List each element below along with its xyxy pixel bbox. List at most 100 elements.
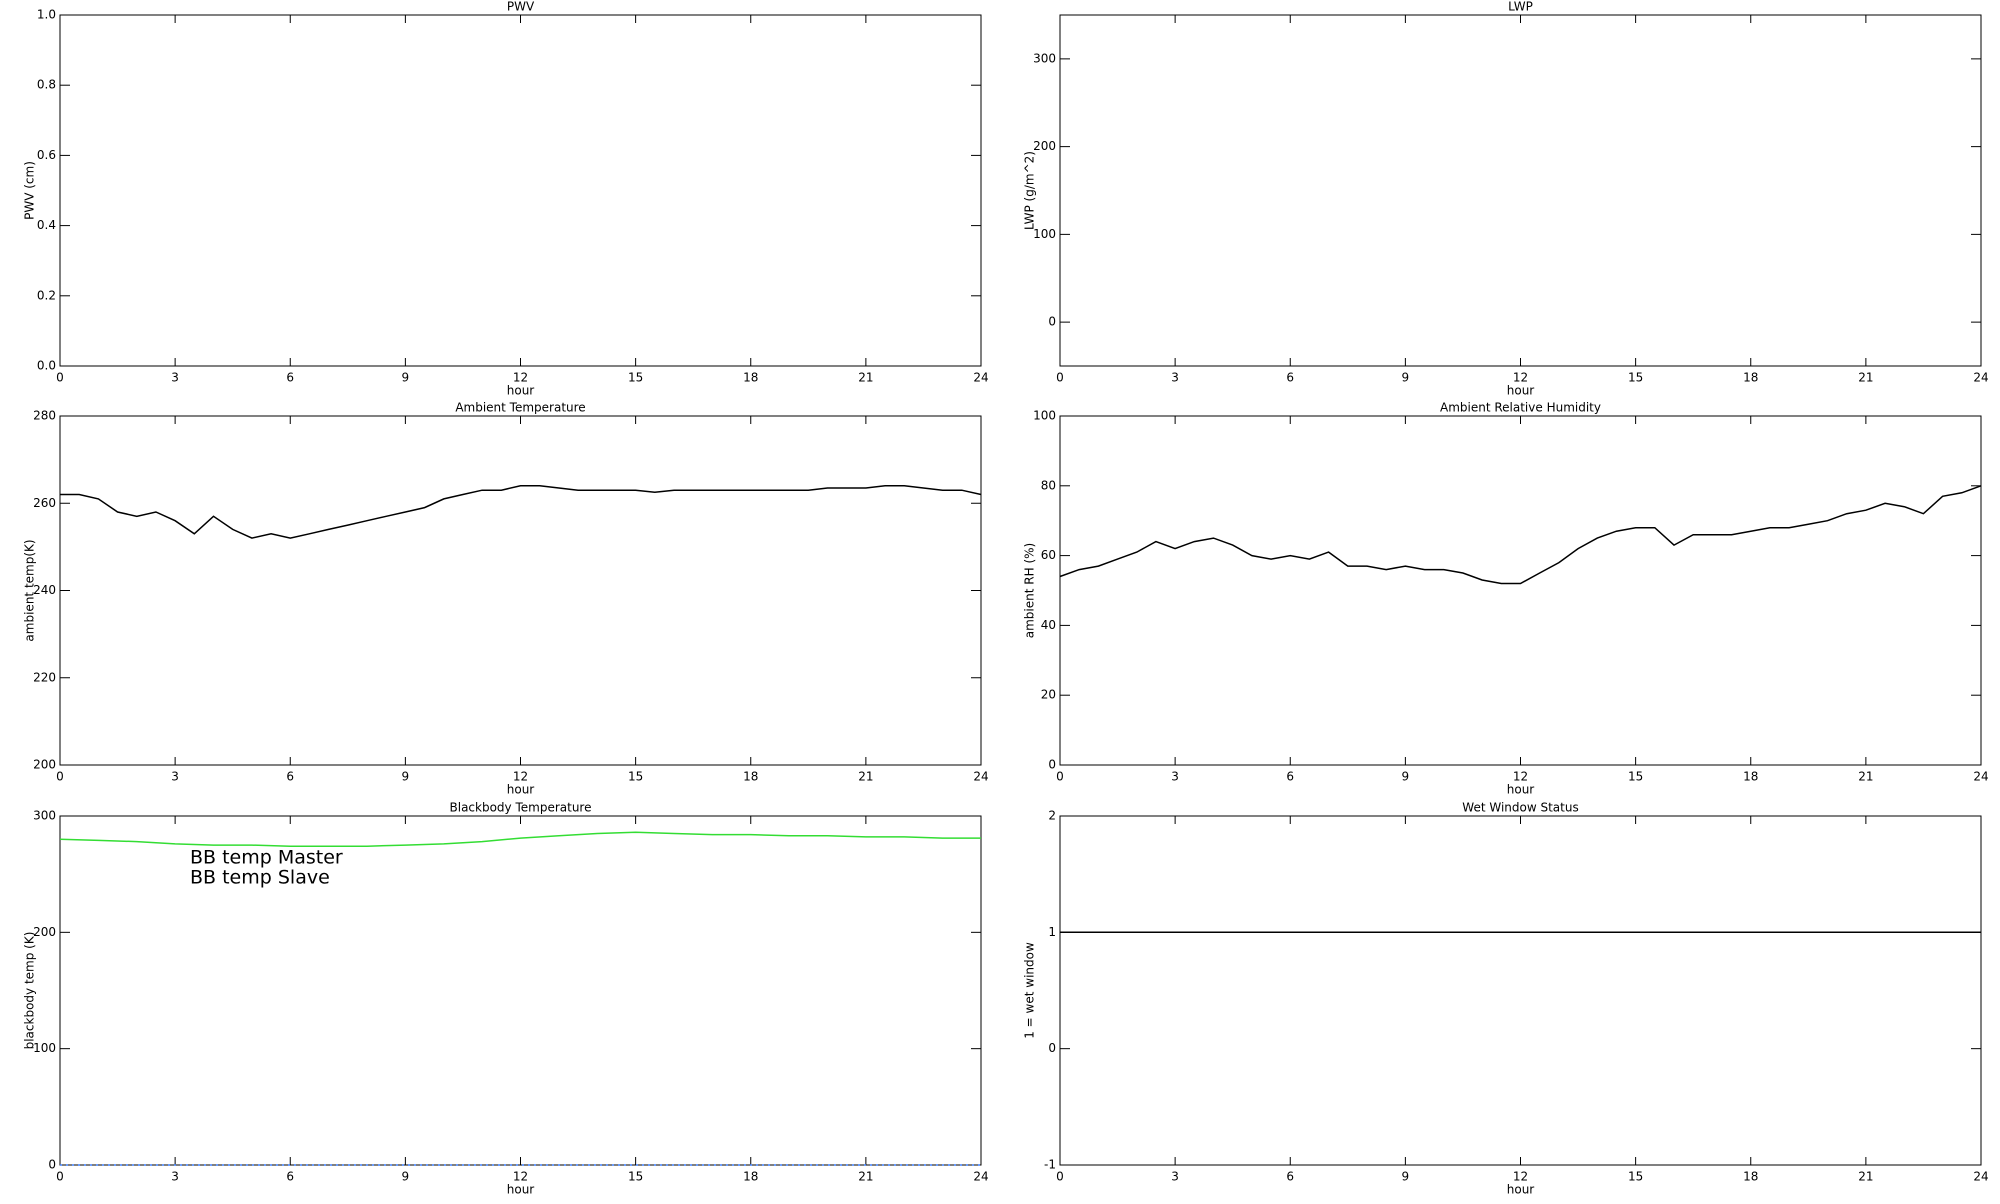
x-tick-label: 21 bbox=[858, 371, 873, 385]
x-tick-label: 21 bbox=[1858, 1170, 1873, 1184]
y-tick-label: 0 bbox=[1048, 758, 1056, 772]
chart-panel: LWP 0 3 6 9 12 15 18 21 24 hour 0 100 200 300 LWP (g/m^… bbox=[1023, 0, 1989, 398]
x-tick-label: 12 bbox=[513, 371, 528, 385]
y-tick-label: 1 bbox=[1048, 925, 1056, 939]
x-tick-label: 3 bbox=[171, 371, 179, 385]
data-line bbox=[60, 485, 982, 539]
x-axis-label: hour bbox=[1507, 783, 1535, 797]
chart-title: PWV bbox=[507, 0, 535, 14]
x-tick-label: 21 bbox=[858, 770, 873, 784]
y-tick-label: 80 bbox=[1041, 478, 1056, 492]
x-axis-label: hour bbox=[1507, 1183, 1535, 1197]
plot-frame bbox=[59, 415, 982, 766]
chart-title: Ambient Temperature bbox=[455, 401, 585, 415]
y-tick-label: 200 bbox=[33, 758, 56, 772]
y-tick-label: -1 bbox=[1044, 1158, 1056, 1172]
x-tick-label: 9 bbox=[402, 371, 410, 385]
y-tick-label: 100 bbox=[1033, 227, 1056, 241]
x-tick-label: 6 bbox=[1286, 371, 1294, 385]
x-tick-label: 6 bbox=[286, 1170, 294, 1184]
x-tick-label: 18 bbox=[1743, 1170, 1758, 1184]
x-tick-label: 3 bbox=[1171, 770, 1179, 784]
x-tick-label: 3 bbox=[1171, 1170, 1179, 1184]
x-tick-label: 15 bbox=[628, 1170, 643, 1184]
legend-entry: BB temp Slave bbox=[190, 867, 330, 889]
x-tick-label: 12 bbox=[1513, 371, 1528, 385]
data-line bbox=[1059, 485, 1982, 585]
x-tick-label: 0 bbox=[56, 770, 64, 784]
x-tick-label: 18 bbox=[743, 1170, 758, 1184]
y-tick-label: 2 bbox=[1048, 809, 1056, 823]
plot-frame bbox=[1059, 14, 1982, 367]
x-tick-label: 6 bbox=[1286, 770, 1294, 784]
x-tick-label: 24 bbox=[973, 371, 988, 385]
y-tick-label: 300 bbox=[33, 809, 56, 823]
y-tick-label: 100 bbox=[1033, 409, 1056, 423]
y-tick-label: 0.2 bbox=[37, 288, 56, 302]
y-tick-label: 0.4 bbox=[37, 218, 56, 232]
plot-frame bbox=[59, 14, 982, 367]
x-axis-label: hour bbox=[507, 1183, 535, 1197]
chart-panel: PWV 0 3 6 9 12 15 18 21 24 hour 0.0 0.2 0.4 0.6 0.8 1.0 P… bbox=[23, 0, 989, 398]
x-tick-label: 12 bbox=[513, 770, 528, 784]
y-tick-label: 0.0 bbox=[37, 359, 56, 373]
x-tick-label: 15 bbox=[1628, 770, 1643, 784]
y-axis-label: ambient RH (%) bbox=[1023, 543, 1037, 638]
x-tick-label: 21 bbox=[1858, 371, 1873, 385]
chart-panel: Blackbody Temperature 0 3 6 9 12 15 18 21 24 hour 0… bbox=[23, 801, 989, 1197]
y-tick-label: 280 bbox=[33, 409, 56, 423]
x-tick-label: 3 bbox=[1171, 371, 1179, 385]
x-tick-label: 0 bbox=[56, 1170, 64, 1184]
x-tick-label: 18 bbox=[743, 371, 758, 385]
data-line bbox=[59, 831, 981, 847]
x-tick-label: 9 bbox=[1402, 770, 1410, 784]
y-axis-label: ambient temp(K) bbox=[23, 539, 37, 641]
y-tick-label: 220 bbox=[33, 670, 56, 684]
y-tick-label: 100 bbox=[33, 1041, 56, 1055]
x-tick-label: 9 bbox=[402, 1170, 410, 1184]
x-tick-label: 3 bbox=[171, 770, 179, 784]
chart-title: Ambient Relative Humidity bbox=[1440, 401, 1601, 415]
y-axis-label: 1 = wet window bbox=[1023, 942, 1037, 1039]
x-axis-label: hour bbox=[507, 384, 535, 398]
y-tick-label: 0.8 bbox=[37, 78, 56, 92]
x-tick-label: 6 bbox=[286, 770, 294, 784]
x-tick-label: 0 bbox=[1056, 1170, 1064, 1184]
x-tick-label: 15 bbox=[628, 371, 643, 385]
y-axis-label: LWP (g/m^2) bbox=[1023, 151, 1037, 230]
y-tick-label: 60 bbox=[1041, 548, 1056, 562]
x-tick-label: 12 bbox=[513, 1170, 528, 1184]
x-tick-label: 6 bbox=[286, 371, 294, 385]
y-axis-label: PWV (cm) bbox=[23, 161, 37, 220]
x-tick-label: 15 bbox=[628, 770, 643, 784]
x-tick-label: 6 bbox=[1286, 1170, 1294, 1184]
x-tick-label: 15 bbox=[1628, 1170, 1643, 1184]
x-tick-label: 9 bbox=[1402, 1170, 1410, 1184]
x-tick-label: 9 bbox=[1402, 371, 1410, 385]
y-tick-label: 200 bbox=[1033, 139, 1056, 153]
x-tick-label: 3 bbox=[171, 1170, 179, 1184]
y-tick-label: 0 bbox=[1048, 315, 1056, 329]
plot-frame bbox=[1059, 815, 1982, 1166]
legend-entry: BB temp Master bbox=[190, 847, 343, 869]
chart-title: Wet Window Status bbox=[1462, 801, 1578, 815]
x-tick-label: 12 bbox=[1513, 1170, 1528, 1184]
x-tick-label: 18 bbox=[1743, 770, 1758, 784]
y-tick-label: 200 bbox=[33, 925, 56, 939]
y-tick-label: 300 bbox=[1033, 51, 1056, 65]
x-tick-label: 24 bbox=[1973, 1170, 1988, 1184]
x-tick-label: 18 bbox=[1743, 371, 1758, 385]
x-tick-label: 18 bbox=[743, 770, 758, 784]
x-tick-label: 24 bbox=[973, 770, 988, 784]
y-tick-label: 1.0 bbox=[37, 8, 56, 22]
plot-frame bbox=[1059, 415, 1982, 766]
x-axis-label: hour bbox=[507, 783, 535, 797]
chart-panel: Ambient Relative Humidity 0 3 6 9 12 15 18 21 24 h… bbox=[1023, 401, 1989, 797]
y-tick-label: 260 bbox=[33, 496, 56, 510]
chart-panel: Ambient Temperature 0 3 6 9 12 15 18 21 24 hour 200… bbox=[23, 401, 989, 797]
x-tick-label: 9 bbox=[402, 770, 410, 784]
x-tick-label: 0 bbox=[56, 371, 64, 385]
x-tick-label: 15 bbox=[1628, 371, 1643, 385]
